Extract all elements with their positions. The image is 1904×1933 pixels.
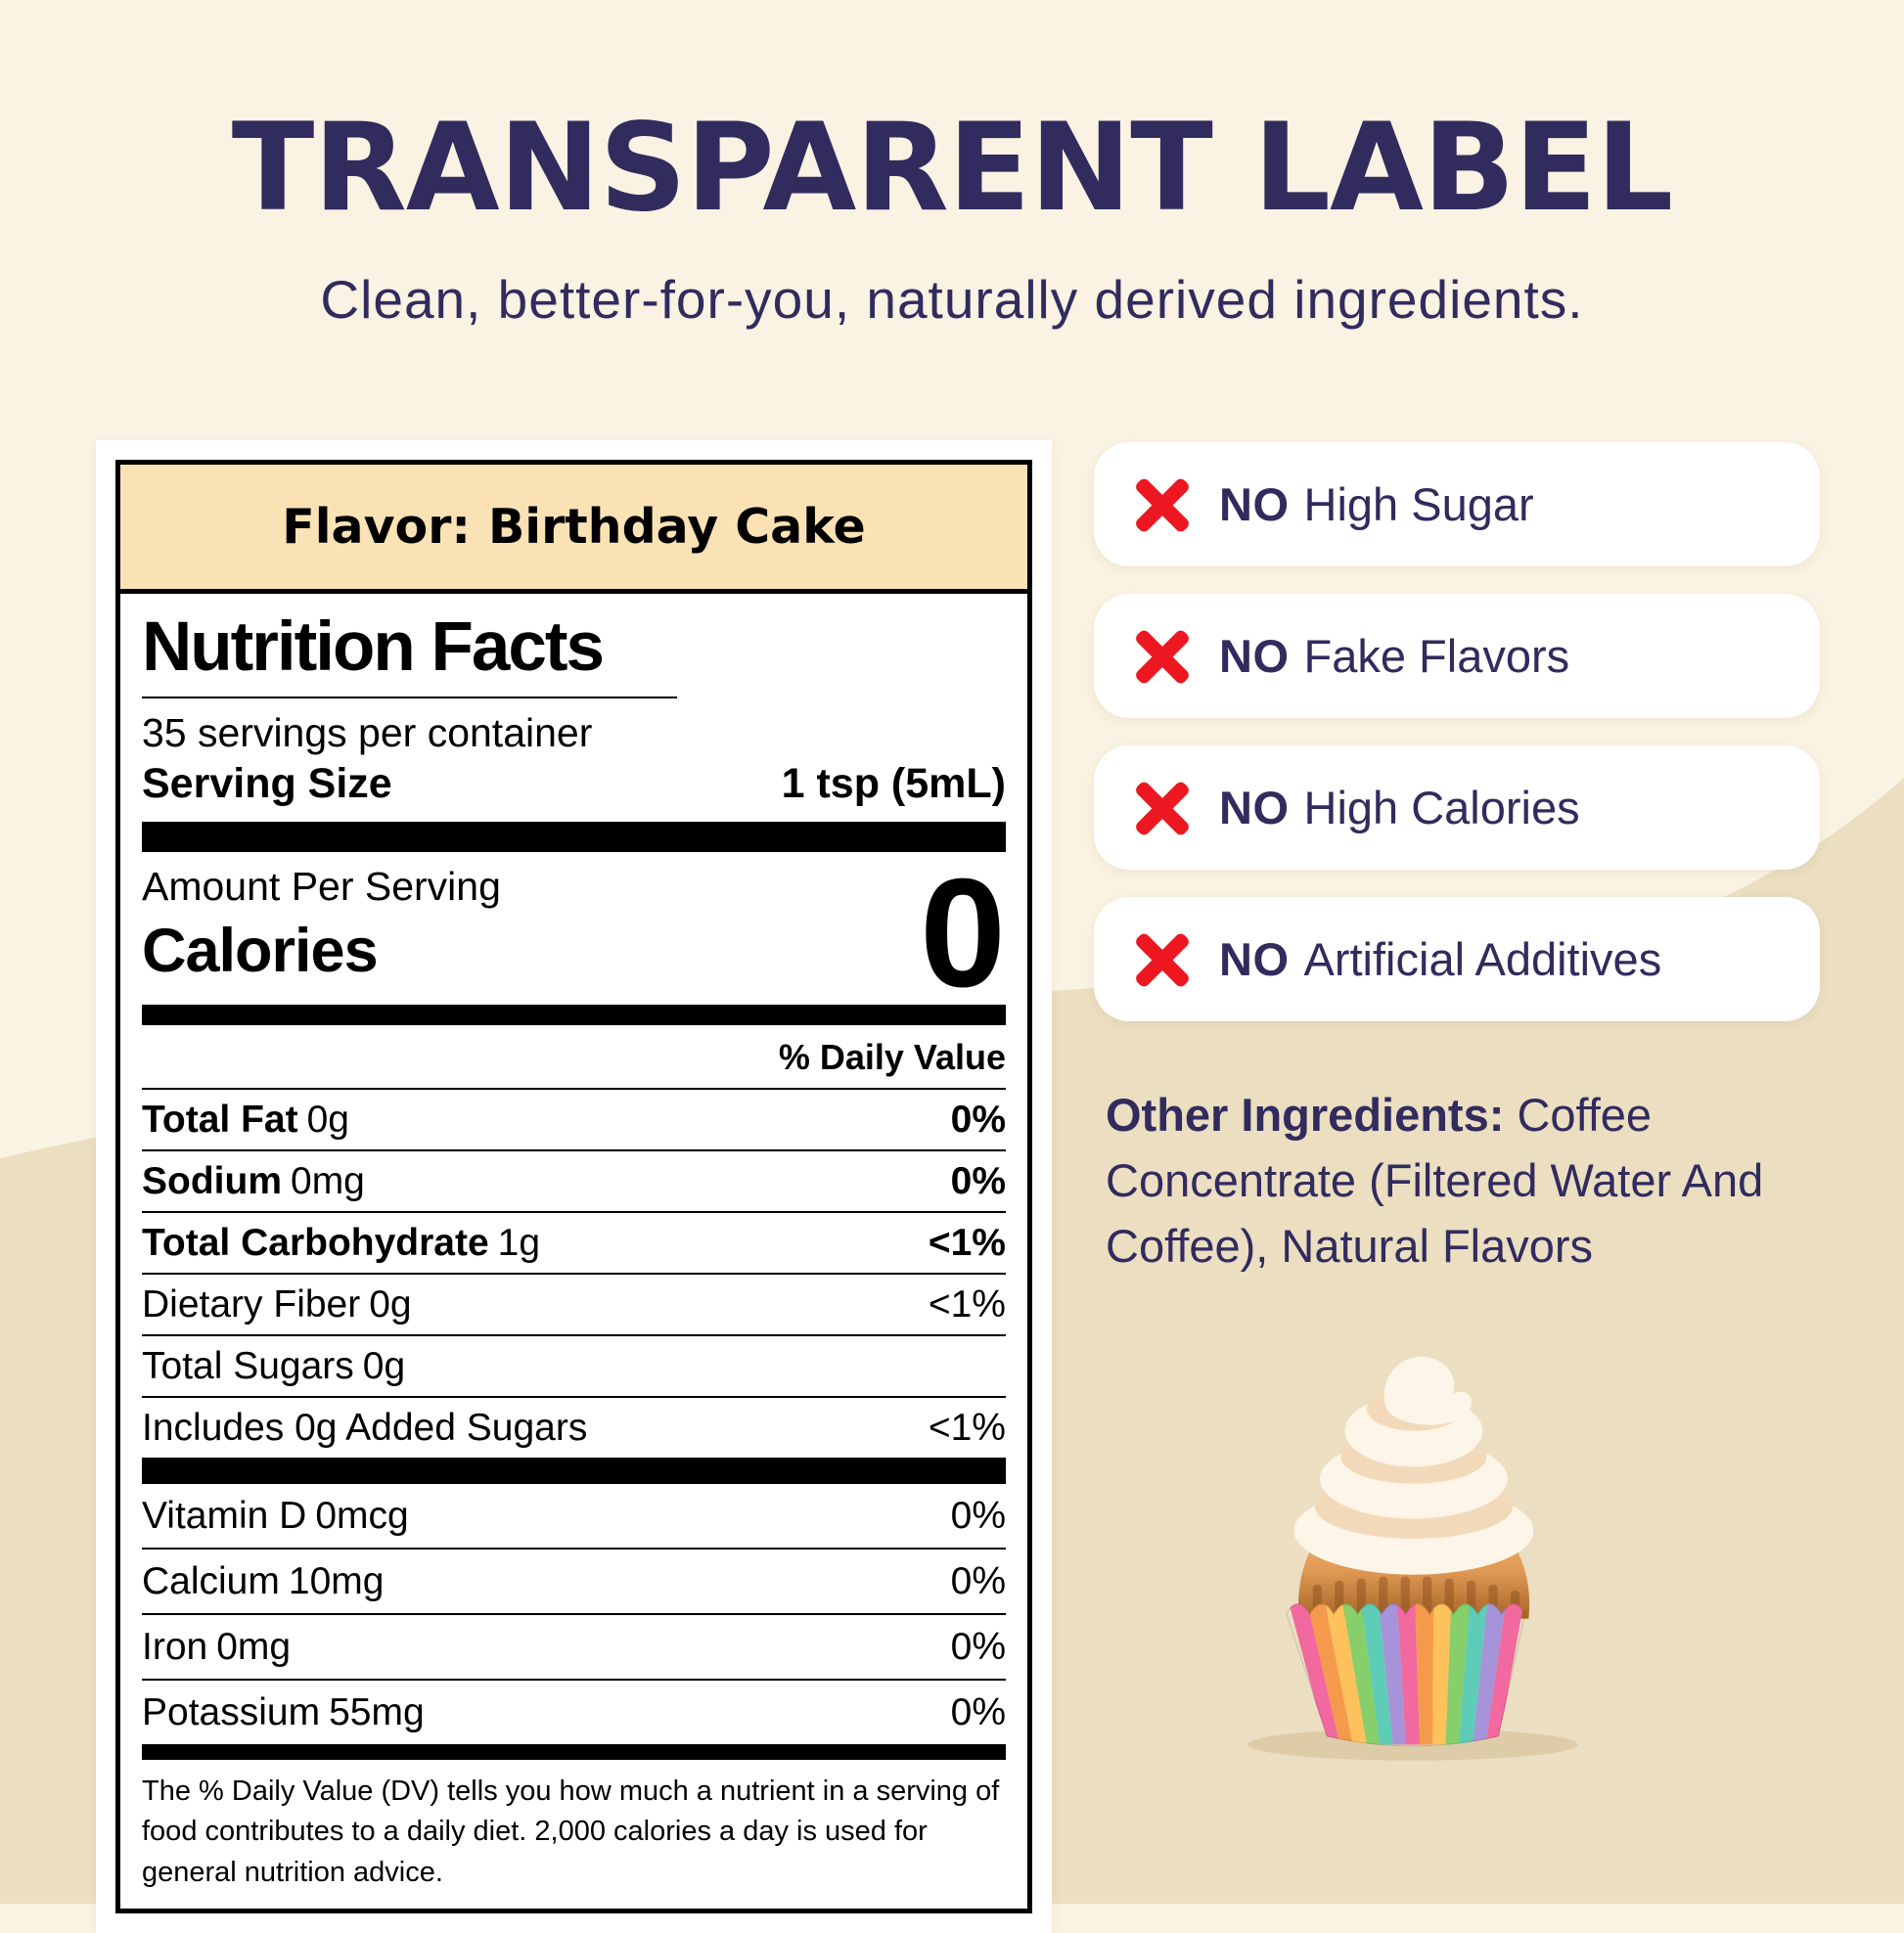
calories-labels: Amount Per Serving Calories — [142, 860, 501, 986]
vitamin-name: Calcium — [142, 1560, 280, 1603]
nutrient-row-total-carbohydrate: Total Carbohydrate 1g <1% — [142, 1213, 1006, 1276]
divider-medium — [142, 1005, 1006, 1026]
nutrient-amount: 0g — [306, 1099, 349, 1142]
nutrient-dv: <1% — [928, 1222, 1006, 1265]
page-title: TRANSPARENT LABEL — [231, 98, 1674, 239]
vitamin-dv: 0% — [950, 1495, 1006, 1538]
vitamin-name: Potassium — [142, 1691, 321, 1734]
claim-no: NO — [1219, 630, 1290, 682]
flavor-band: Flavor: Birthday Cake — [120, 465, 1027, 594]
other-ingredients-text: Coffee Concentrate (Filtered Water And C… — [1106, 1089, 1764, 1273]
nutrient-row-sodium: Sodium 0mg 0% — [142, 1151, 1006, 1214]
nutrient-name: Total Fat — [142, 1099, 298, 1142]
nutrient-row-total-fat: Total Fat 0g 0% — [142, 1090, 1006, 1152]
header: TRANSPARENT LABEL Clean, better-for-you,… — [0, 0, 1904, 331]
other-ingredients: Other Ingredients: Coffee Concentrate (F… — [1094, 1082, 1808, 1280]
calories-value: 0 — [920, 847, 1006, 1019]
flavor-value: Birthday Cake — [487, 499, 866, 555]
servings-per-container: 35 servings per container — [142, 710, 593, 755]
serving-size-row: Serving Size 1 tsp (5mL) — [142, 760, 1006, 808]
claim-pill-high-sugar: NO High Sugar — [1094, 442, 1820, 566]
daily-value-footnote: The % Daily Value (DV) tells you how muc… — [142, 1776, 1000, 1888]
vitamin-amount: 0mg — [216, 1626, 292, 1669]
x-icon — [1133, 930, 1192, 989]
nutrient-row-dietary-fiber: Dietary Fiber 0g <1% — [142, 1275, 1006, 1337]
nutrient-dv: <1% — [928, 1283, 1006, 1326]
nutrient-dv: 0% — [950, 1099, 1006, 1142]
other-ingredients-label: Other Ingredients: — [1106, 1089, 1505, 1141]
nutrient-name: Total Carbohydrate — [142, 1222, 489, 1265]
cupcake-liner — [1286, 1602, 1526, 1746]
claim-text: High Sugar — [1303, 478, 1534, 530]
vitamin-dv: 0% — [950, 1691, 1006, 1734]
nutrient-dv: <1% — [928, 1407, 1006, 1450]
nutrition-label-card: Flavor: Birthday Cake Nutrition Facts 35… — [96, 440, 1052, 1933]
claim-text: Fake Flavors — [1303, 630, 1570, 682]
nutrition-label-body: Nutrition Facts 35 servings per containe… — [120, 594, 1027, 1909]
x-icon — [1133, 779, 1192, 837]
vitamin-name: Iron — [142, 1626, 208, 1669]
vitamin-amount: 0mcg — [315, 1495, 409, 1538]
vitamin-amount: 10mg — [288, 1560, 385, 1603]
nutrition-facts-heading: Nutrition Facts — [142, 608, 605, 686]
vitamin-amount: 55mg — [329, 1691, 425, 1734]
daily-value-header: % Daily Value — [142, 1025, 1006, 1091]
vitamin-row-calcium: Calcium 10mg 0% — [142, 1550, 1006, 1616]
x-icon — [1133, 475, 1192, 534]
divider — [142, 697, 678, 698]
vitamin-name: Vitamin D — [142, 1495, 307, 1538]
page-subtitle: Clean, better-for-you, naturally derived… — [320, 269, 1584, 330]
claim-pill-artificial-additives: NO Artificial Additives — [1094, 897, 1820, 1021]
nutrient-row-total-sugars: Total Sugars 0g — [142, 1336, 1006, 1399]
vitamin-row-vitamin-d: Vitamin D 0mcg 0% — [142, 1484, 1006, 1551]
vitamin-row-potassium: Potassium 55mg 0% — [142, 1681, 1006, 1744]
amount-per-serving: Amount Per Serving — [142, 864, 501, 909]
nutrient-dv: 0% — [950, 1160, 1006, 1203]
serving-size-value: 1 tsp (5mL) — [781, 760, 1006, 807]
nutrient-name: Total Sugars — [142, 1345, 354, 1388]
nutrient-amount: 0mg — [291, 1160, 365, 1203]
claim-no: NO — [1219, 478, 1290, 530]
right-column: NO High Sugar NO Fake Flavors NO High Calor… — [1094, 442, 1820, 1776]
divider-footnote — [142, 1744, 1006, 1761]
calories-label: Calories — [142, 917, 379, 985]
nutrient-amount: 1g — [497, 1222, 541, 1265]
claim-text: Artificial Additives — [1303, 933, 1662, 985]
divider-sub — [142, 1458, 1006, 1485]
nutrient-row-added-sugars: Includes 0g Added Sugars <1% — [142, 1398, 1006, 1458]
nutrition-label-frame: Flavor: Birthday Cake Nutrition Facts 35… — [115, 460, 1032, 1913]
claim-text: High Calories — [1303, 782, 1580, 833]
nutrient-name: Includes 0g Added Sugars — [142, 1407, 588, 1450]
claim-pill-fake-flavors: NO Fake Flavors — [1094, 594, 1820, 718]
serving-size-label: Serving Size — [142, 760, 392, 807]
nutrient-amount: 0g — [362, 1345, 406, 1388]
flavor-label: Flavor: — [282, 499, 471, 555]
claim-no: NO — [1219, 782, 1290, 833]
nutrient-amount: 0g — [369, 1283, 412, 1326]
calories-block: Amount Per Serving Calories 0 — [142, 847, 1006, 1019]
cupcake-frosting — [1293, 1356, 1534, 1575]
vitamin-dv: 0% — [950, 1560, 1006, 1603]
x-icon — [1133, 627, 1192, 686]
claim-pill-high-calories: NO High Calories — [1094, 745, 1820, 870]
vitamin-dv: 0% — [950, 1626, 1006, 1669]
nutrient-name: Sodium — [142, 1160, 282, 1203]
claim-no: NO — [1219, 933, 1290, 985]
vitamin-row-iron: Iron 0mg 0% — [142, 1615, 1006, 1682]
divider-thick — [142, 822, 1006, 852]
cupcake-image — [1174, 1307, 1663, 1776]
nutrient-name: Dietary Fiber — [142, 1283, 361, 1326]
